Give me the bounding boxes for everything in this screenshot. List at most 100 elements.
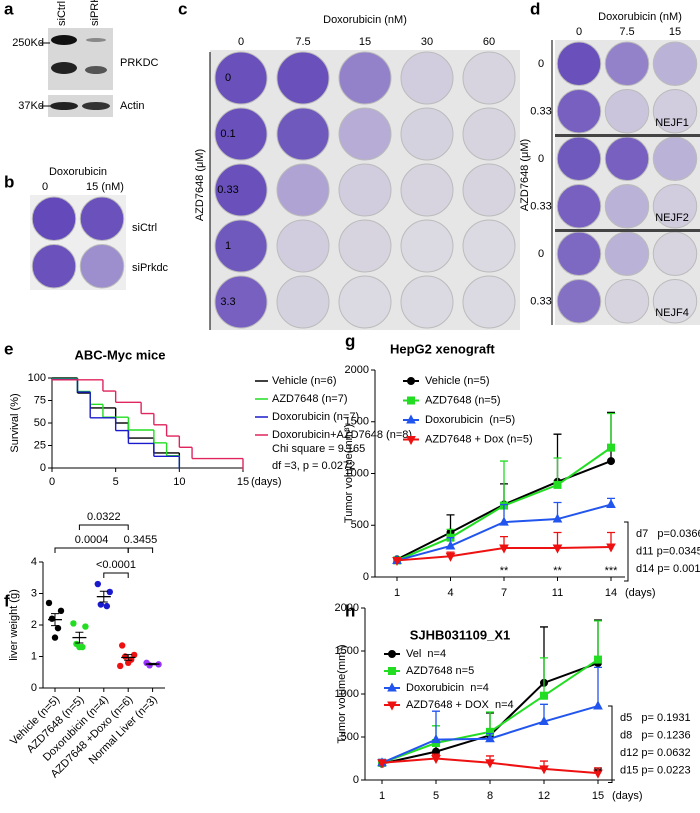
legend-label: Vehicle (n=6) — [272, 375, 337, 387]
bracket — [78, 524, 129, 530]
plate — [555, 40, 700, 325]
well — [652, 89, 698, 134]
data-point — [54, 624, 62, 632]
well — [400, 163, 454, 217]
y-axis-label: Tumor volume(mm³) — [343, 424, 355, 523]
x-tick-label: 1 — [394, 587, 400, 599]
marker-label: 250Kd — [12, 37, 44, 49]
well — [604, 41, 650, 86]
legend-label: AZD7648 (n=7) — [272, 393, 348, 405]
x-axis-label: (days) — [612, 790, 643, 802]
x-tick-label: 8 — [487, 790, 493, 802]
well — [214, 163, 268, 217]
well — [338, 107, 392, 161]
row-label: 0 — [538, 153, 544, 165]
error-bar — [607, 412, 615, 448]
data-point — [76, 643, 83, 651]
row-label: 3.3 — [220, 296, 235, 308]
data-point — [117, 662, 124, 670]
marker — [539, 765, 549, 775]
bracket — [127, 547, 154, 553]
well — [31, 244, 77, 289]
chart-title: SJHB031109_X1 — [410, 627, 510, 642]
error-bar — [594, 620, 602, 660]
marker — [485, 733, 495, 743]
marker — [607, 457, 615, 466]
dose-label: 0 — [42, 181, 48, 193]
row-label: 1 — [225, 240, 231, 252]
significance: ** — [553, 565, 562, 577]
x-tick-label: 11 — [552, 587, 563, 599]
legend-marker — [387, 682, 397, 692]
marker — [377, 759, 387, 769]
marker — [431, 734, 441, 744]
well — [652, 279, 698, 324]
data-point — [70, 620, 77, 627]
well — [462, 51, 516, 105]
legend-label: AZD7648 (n=5) — [425, 394, 501, 406]
well — [400, 51, 454, 105]
error-bar — [553, 457, 562, 485]
data-point — [57, 607, 65, 615]
y-tick-label: 1500 — [335, 645, 359, 657]
well — [556, 41, 602, 86]
y-tick-label: 0 — [40, 462, 46, 474]
line-label: NEJF4 — [655, 307, 689, 319]
panel-label: h — [345, 601, 355, 620]
well — [604, 279, 650, 324]
well — [556, 136, 602, 181]
well — [79, 244, 125, 289]
row-title: AZD7648 (μM) — [194, 149, 206, 221]
error-bar — [500, 460, 508, 506]
error-bar — [594, 666, 602, 707]
x-tick-label: 15 — [592, 790, 604, 802]
col-label: 15 — [669, 26, 681, 38]
well — [652, 184, 698, 229]
well — [556, 231, 602, 276]
panel-label: d — [530, 0, 540, 18]
band — [50, 102, 78, 110]
marker — [445, 540, 456, 550]
legend-marker — [388, 650, 396, 658]
row-label: siPrkdc — [132, 262, 169, 274]
band — [85, 66, 107, 74]
well — [276, 219, 330, 273]
well — [276, 107, 330, 161]
dose-label: 15 (nM) — [86, 181, 124, 193]
y-tick-label: 3 — [31, 587, 37, 599]
x-tick-label: 14 — [605, 587, 617, 599]
well — [214, 107, 268, 161]
y-tick-label: 500 — [351, 519, 369, 531]
well — [652, 231, 698, 276]
well — [31, 196, 77, 241]
row-label: 0.33 — [530, 200, 551, 212]
marker — [431, 755, 441, 765]
well — [604, 231, 650, 276]
well — [556, 184, 602, 229]
row-label: 0.33 — [530, 295, 551, 307]
lane-label: siCtrl — [56, 1, 68, 26]
y-tick-label: 2000 — [335, 602, 359, 614]
significance: ** — [594, 766, 603, 778]
marker — [540, 691, 548, 700]
y-tick-label: 75 — [34, 394, 46, 406]
y-tick-label: 1 — [31, 650, 37, 662]
data-point — [48, 615, 56, 622]
stats-label: d8 p= 0.1236 — [620, 729, 691, 741]
legend-label: AZD7648 + DOX n=4 — [406, 699, 514, 711]
well — [214, 275, 268, 329]
legend-marker — [406, 414, 416, 424]
x-tick-label: 5 — [113, 476, 119, 488]
data-point — [45, 599, 53, 607]
error-bar — [51, 613, 59, 627]
stats-label: d7 p=0.0366 — [636, 528, 700, 540]
marker — [539, 715, 549, 726]
separator — [555, 134, 700, 137]
marker — [552, 544, 563, 554]
stats-bracket — [624, 521, 629, 582]
y-tick-label: 500 — [341, 731, 359, 743]
well — [556, 279, 602, 324]
legend-label: Doxorubicin n=4 — [406, 682, 489, 694]
band-label: PRKDC — [120, 57, 159, 69]
y-axis-label: Survival (%) — [9, 393, 21, 452]
